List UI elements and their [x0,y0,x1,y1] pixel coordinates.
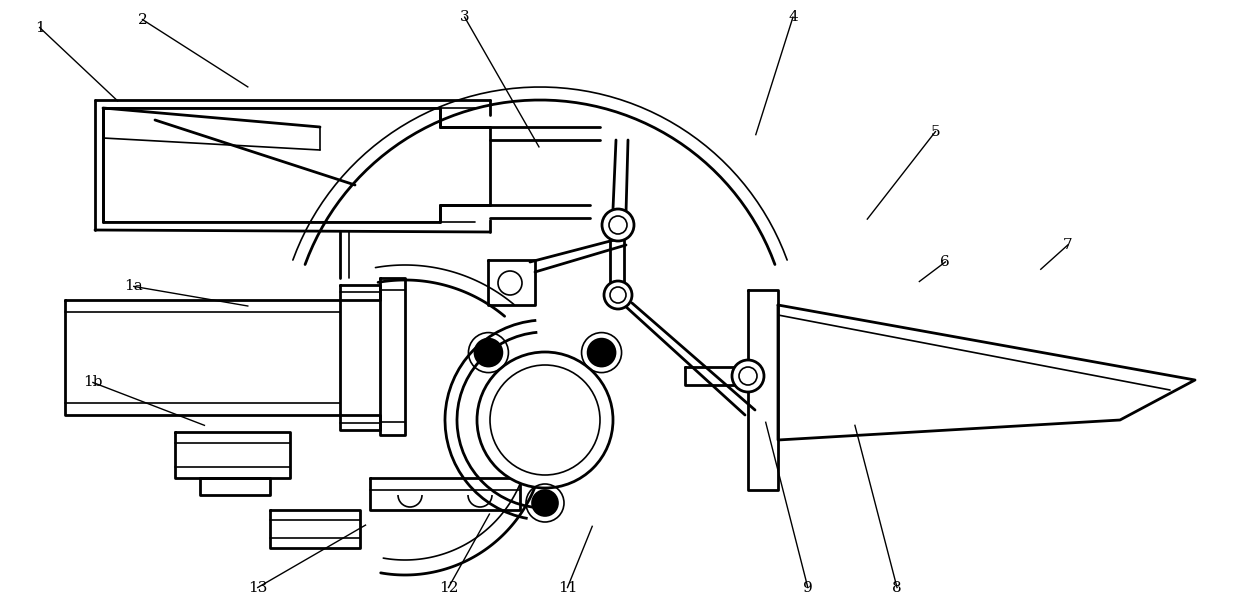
Polygon shape [103,108,489,222]
Circle shape [477,352,613,488]
Polygon shape [175,432,290,478]
Text: 4: 4 [788,10,798,24]
Polygon shape [380,278,405,435]
Circle shape [587,338,616,367]
Text: 9: 9 [803,581,813,594]
Text: 8: 8 [892,581,902,594]
Text: 12: 12 [439,581,458,594]
Text: 1b: 1b [83,376,103,389]
Polygon shape [339,415,380,430]
Text: 2: 2 [138,13,147,26]
Circle shape [475,338,503,367]
Polygon shape [748,290,778,490]
Polygon shape [270,510,361,548]
Text: 3: 3 [460,10,470,24]
Polygon shape [199,478,270,495]
Text: 7: 7 [1063,238,1073,252]
Polygon shape [64,300,339,415]
Polygon shape [370,478,520,510]
Circle shape [602,209,634,241]
Polygon shape [339,285,380,300]
Circle shape [603,281,632,309]
Text: 1: 1 [35,21,45,34]
Polygon shape [488,260,535,305]
Text: 1a: 1a [124,280,144,293]
Text: 6: 6 [940,255,950,269]
Polygon shape [778,305,1194,440]
Text: 5: 5 [930,125,940,138]
Circle shape [732,360,764,392]
Circle shape [532,490,558,516]
Text: 11: 11 [558,581,577,594]
Text: 13: 13 [248,581,268,594]
Polygon shape [685,367,748,385]
